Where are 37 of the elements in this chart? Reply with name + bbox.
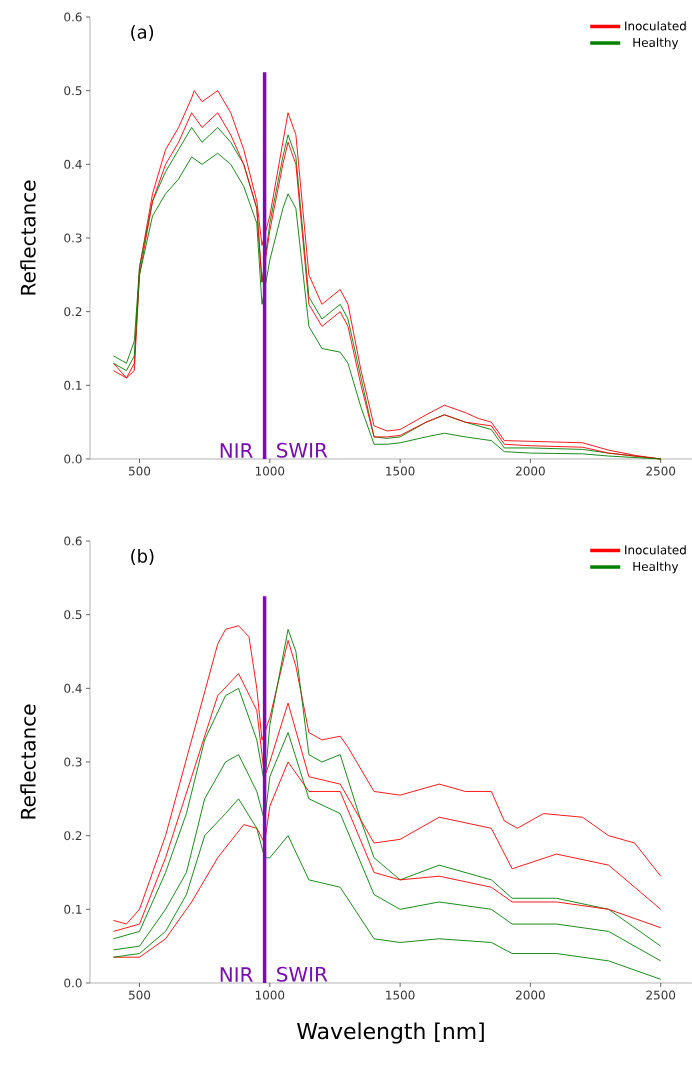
legend-label: Inoculated: [625, 545, 686, 555]
x-tick-label: 1000: [255, 466, 285, 476]
chart-title: (b): [131, 548, 154, 565]
x-tick-label: 500: [128, 466, 151, 476]
y-tick-label: 0.0: [64, 978, 82, 988]
annotation: SWIR: [277, 966, 328, 982]
legend-label: Healthy: [633, 37, 679, 50]
annotation: NIR: [220, 967, 253, 982]
y-tick-label: 0.0: [64, 454, 82, 464]
annotation: SWIR: [277, 442, 328, 458]
x-axis-title: Wavelength [nm]: [296, 1022, 484, 1044]
y-tick-label: 0.4: [64, 159, 82, 169]
y-tick-label: 0.6: [64, 12, 82, 22]
x-tick-label: 2000: [515, 466, 545, 476]
x-tick-label: 2500: [646, 466, 676, 476]
x-tick-label: 1500: [386, 466, 415, 476]
y-tick-label: 0.1: [64, 380, 82, 390]
y-axis-title: Reflectance: [20, 180, 36, 295]
annotation: NIR: [220, 443, 253, 458]
x-tick-label: 1500: [386, 990, 415, 1000]
legend-label: Inoculated: [625, 21, 686, 31]
legend-label: Healthy: [633, 561, 679, 574]
y-tick-label: 0.3: [64, 233, 82, 243]
y-tick-label: 0.1: [64, 904, 82, 914]
x-tick-label: 1000: [255, 990, 285, 1000]
y-tick-label: 0.4: [64, 683, 82, 693]
y-tick-label: 0.2: [64, 307, 82, 317]
y-tick-label: 0.6: [64, 536, 82, 546]
chart-title: (a): [131, 24, 153, 41]
x-tick-label: 2500: [646, 990, 676, 1000]
y-tick-label: 0.5: [64, 86, 82, 96]
x-tick-label: 2000: [515, 990, 545, 1000]
y-axis-title: Reflectance: [20, 704, 36, 819]
y-tick-label: 0.3: [64, 757, 82, 767]
x-tick-label: 500: [128, 990, 151, 1000]
y-tick-label: 0.2: [64, 831, 82, 841]
y-tick-label: 0.5: [64, 610, 82, 620]
